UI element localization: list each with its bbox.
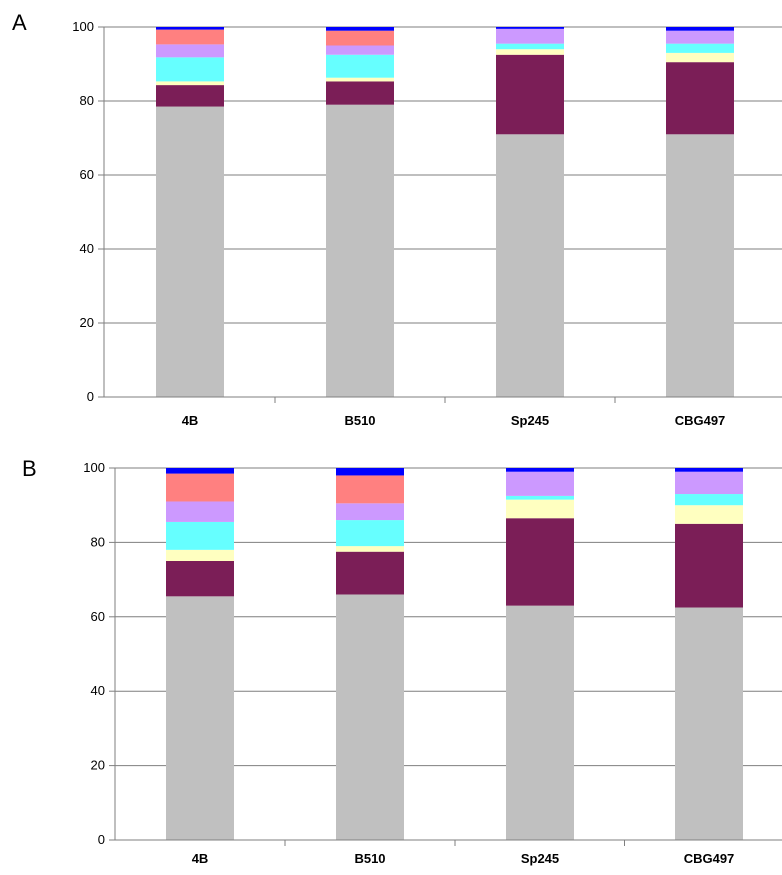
bar-stack-cbg497 [666,27,734,398]
bar-segment-lightyellow [326,77,394,82]
bar-segment-lightyellow [496,49,564,55]
bar-segment-lightyellow [336,546,404,552]
bar-stack-b510 [336,468,404,840]
bar-segment-purple [326,81,394,105]
bar-segment-cyan [326,54,394,78]
x-tick-label: B510 [354,851,385,866]
bar-segment-gray [156,106,224,398]
y-tick-label: 60 [80,167,94,182]
bar-segment-blue [675,468,743,472]
bar-stack-b510 [326,27,394,397]
bar-segment-blue [496,27,564,29]
bar-segment-cyan [496,43,564,50]
bar-segment-lightyellow [166,549,234,561]
bar-segment-blue [506,468,574,472]
bar-segment-lavender [675,471,743,495]
bar-segment-blue [326,27,394,31]
bar-stack-cbg497 [675,468,743,840]
x-tick-label: 4B [182,413,199,428]
bar-segment-purple [336,551,404,595]
bar-segment-purple [506,518,574,606]
bar-segment-lavender [166,501,234,522]
bar-segment-purple [156,85,224,107]
bar-segment-cyan [166,521,234,550]
x-tick-label: Sp245 [511,413,549,428]
bar-segment-gray [506,605,574,840]
bar-segment-purple [675,523,743,608]
bar-segment-blue [156,27,224,30]
bar-segment-salmon [156,29,224,45]
bar-segment-cyan [336,520,404,547]
y-tick-label: 60 [91,609,105,624]
bar-segment-gray [336,594,404,840]
bar-segment-blue [666,27,734,31]
bar-segment-lavender [336,503,404,521]
panel-label: A [12,10,27,35]
bar-segment-lavender [666,30,734,44]
y-tick-label: 80 [80,93,94,108]
y-tick-label: 80 [91,534,105,549]
bar-segment-salmon [336,475,404,504]
bar-segment-gray [666,134,734,398]
bar-segment-purple [496,54,564,135]
bar-segment-lightyellow [666,52,734,63]
panel-b-chart: B 0 20 40 60 80 100 4B B510 Sp245 CBG497 [22,456,782,866]
bar-segment-salmon [326,30,394,46]
bar-segment-cyan [666,43,734,53]
bar-segment-lightyellow [675,505,743,524]
bar-stack-sp245 [496,27,564,398]
bar-segment-lavender [326,45,394,55]
bar-segment-cyan [675,494,743,506]
bar-segment-purple [166,561,234,597]
bar-segment-blue [166,468,234,474]
bar-segment-gray [166,596,234,840]
y-tick-label: 0 [98,832,105,847]
y-tick-label: 20 [80,315,94,330]
bar-segment-gray [496,134,564,398]
y-tick-label: 40 [91,683,105,698]
bar-segment-salmon [166,473,234,502]
bar-segment-lavender [496,28,564,44]
x-tick-label: CBG497 [675,413,726,428]
bar-segment-gray [675,607,743,840]
bar-stack-4b [166,468,234,840]
bar-segment-gray [326,104,394,397]
x-tick-label: CBG497 [684,851,735,866]
bar-stack-4b [156,27,224,398]
y-tick-label: 20 [91,758,105,773]
y-tick-label: 0 [87,389,94,404]
panel-a-chart: A 0 20 40 60 80 100 4B B510 Sp245 CBG497 [12,10,782,428]
bar-segment-cyan [156,57,224,82]
bar-segment-cyan [506,495,574,500]
bar-segment-lavender [506,471,574,496]
bar-segment-purple [666,62,734,135]
y-tick-label: 100 [83,460,105,475]
bar-segment-lightyellow [506,499,574,519]
bar-segment-lavender [156,44,224,58]
bar-stack-sp245 [506,468,574,840]
y-tick-label: 40 [80,241,94,256]
y-tick-label: 100 [72,19,94,34]
x-tick-label: B510 [344,413,375,428]
bar-segment-lightyellow [156,81,224,86]
x-tick-label: 4B [192,851,209,866]
x-tick-label: Sp245 [521,851,559,866]
panel-label: B [22,456,37,481]
bar-segment-blue [336,468,404,476]
